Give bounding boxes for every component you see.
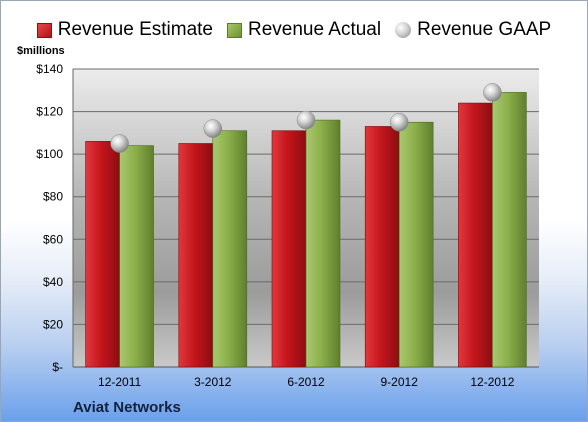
legend: Revenue Estimate Revenue Actual Revenue … xyxy=(1,18,587,42)
bar-revenue-actual xyxy=(398,121,434,368)
marker-revenue-gaap xyxy=(203,119,223,138)
bar-revenue-estimate xyxy=(271,130,307,368)
legend-item-estimate: Revenue Estimate xyxy=(36,19,213,41)
y-axis-units-label: $millions xyxy=(17,45,65,57)
y-tick-label: $60 xyxy=(43,232,63,246)
bar-revenue-actual xyxy=(119,145,154,368)
legend-swatch-estimate xyxy=(36,22,52,38)
y-tick-label: $20 xyxy=(43,317,63,331)
bar-revenue-estimate xyxy=(458,102,493,368)
marker-revenue-gaap xyxy=(389,112,409,132)
bar-revenue-actual xyxy=(305,119,341,368)
company-name: Aviat Networks xyxy=(73,399,181,416)
y-tick-label: $100 xyxy=(36,147,63,161)
legend-label-gaap: Revenue GAAP xyxy=(417,19,552,40)
legend-label-estimate: Revenue Estimate xyxy=(57,19,213,40)
legend-label-actual: Revenue Actual xyxy=(248,19,382,40)
y-tick-label: $40 xyxy=(43,275,63,289)
legend-item-actual: Revenue Actual xyxy=(227,19,381,41)
x-tick-label: 12-2011 xyxy=(98,375,141,389)
bar-revenue-estimate xyxy=(364,126,400,368)
marker-revenue-gaap xyxy=(483,83,502,102)
bar-revenue-estimate xyxy=(85,141,120,368)
y-tick-label: $- xyxy=(52,360,63,374)
y-tick-label: $140 xyxy=(36,62,63,76)
x-tick-label: 12-2012 xyxy=(470,375,514,389)
legend-swatch-actual xyxy=(227,22,242,38)
bar-revenue-actual xyxy=(212,130,248,368)
marker-revenue-gaap xyxy=(110,134,129,153)
bar-revenue-estimate xyxy=(178,143,214,368)
y-tick-label: $120 xyxy=(36,105,63,119)
legend-item-gaap: Revenue GAAP xyxy=(395,19,551,41)
x-tick-label: 6-2012 xyxy=(287,375,325,389)
legend-swatch-gaap xyxy=(395,22,412,38)
y-tick-label: $80 xyxy=(43,190,63,204)
bar-revenue-actual xyxy=(492,92,527,368)
x-tick-label: 9-2012 xyxy=(381,375,419,389)
x-tick-label: 3-2012 xyxy=(194,375,232,389)
marker-revenue-gaap xyxy=(296,110,316,130)
